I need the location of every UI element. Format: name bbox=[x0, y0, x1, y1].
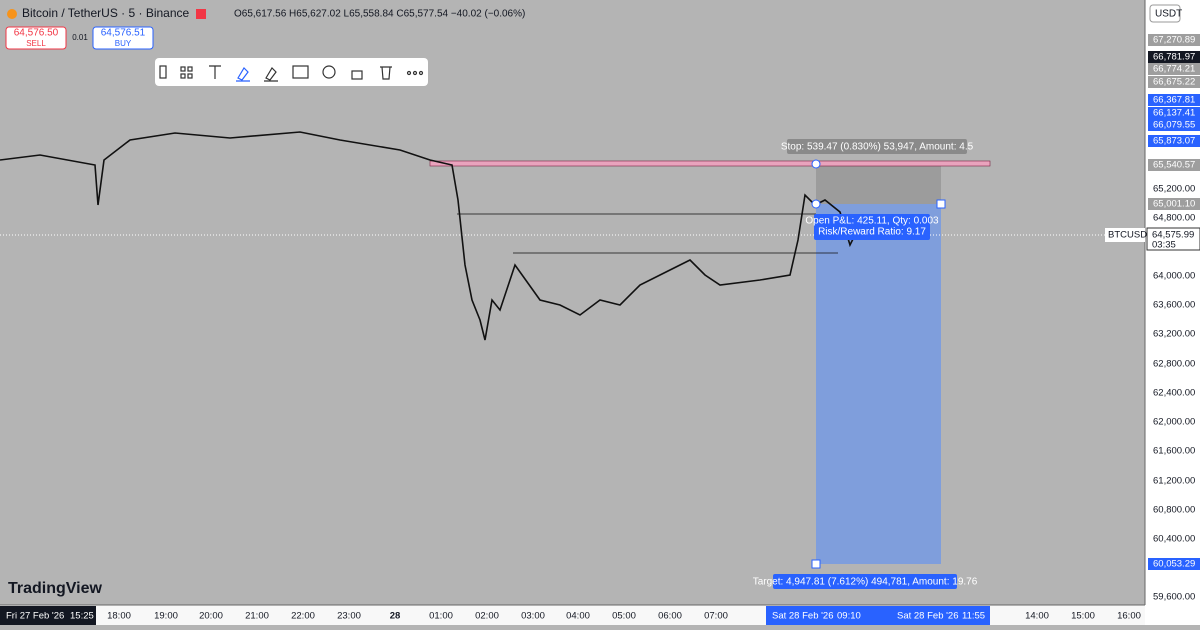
pnl-label-bg bbox=[814, 214, 930, 240]
time-tick: 22:00 bbox=[291, 611, 315, 622]
time-tick: 14:00 bbox=[1025, 611, 1049, 622]
price-marker: 66,367.81 bbox=[1153, 95, 1195, 106]
time-tick: 05:00 bbox=[612, 611, 636, 622]
time-tick: 23:00 bbox=[337, 611, 361, 622]
time-tick: 28 bbox=[390, 611, 401, 622]
handle[interactable] bbox=[811, 199, 821, 209]
start-time: 15:25 bbox=[70, 611, 94, 622]
price-marker-bg bbox=[1148, 34, 1200, 46]
stop-label: Stop: 539.47 (0.830%) 53,947, Amount: 4.… bbox=[781, 142, 974, 153]
exit-date: Sat 28 Feb '26 bbox=[897, 611, 959, 622]
price-marker: 65,540.57 bbox=[1153, 160, 1195, 171]
price-marker-bg bbox=[1148, 135, 1200, 147]
currency: USDT bbox=[1155, 9, 1182, 20]
symbol-icon bbox=[7, 9, 17, 19]
price-marker: 66,079.55 bbox=[1153, 120, 1195, 131]
ohlc: O65,617.56 H65,627.02 L65,558.84 C65,577… bbox=[234, 9, 525, 20]
time-tick: 19:00 bbox=[154, 611, 178, 622]
price-marker-bg bbox=[1148, 94, 1200, 106]
exit-range bbox=[890, 606, 990, 625]
stop-zone bbox=[816, 165, 941, 204]
last-price: 64,575.99 bbox=[1152, 230, 1194, 241]
price-marker-bg bbox=[1148, 119, 1200, 131]
target-label: Target: 4,947.81 (7.612%) 494,781, Amoun… bbox=[753, 577, 978, 588]
time-tick: 18:00 bbox=[107, 611, 131, 622]
symbol: Bitcoin / TetherUS · 5 · Binance bbox=[22, 6, 190, 20]
handle[interactable] bbox=[811, 559, 821, 569]
time-tick: 20:00 bbox=[199, 611, 223, 622]
currency-button[interactable] bbox=[1149, 4, 1181, 23]
price-tick: 62,000.00 bbox=[1153, 417, 1195, 428]
price-marker: 60,053.29 bbox=[1153, 559, 1195, 570]
price-tick: 60,800.00 bbox=[1153, 505, 1195, 516]
price-tick: 61,200.00 bbox=[1153, 476, 1195, 487]
time-tick: 06:00 bbox=[658, 611, 682, 622]
buy-text: BUY bbox=[115, 39, 132, 48]
price-marker: 66,774.21 bbox=[1153, 64, 1195, 75]
entry-time: 09:10 bbox=[837, 611, 861, 622]
start-date: Fri 27 Feb '26 bbox=[6, 611, 64, 622]
sell-price: 64,576.50 bbox=[14, 28, 59, 39]
flag[interactable] bbox=[196, 9, 206, 19]
price-tick: 62,400.00 bbox=[1153, 388, 1195, 399]
target-zone bbox=[816, 204, 941, 564]
time-tick: 07:00 bbox=[704, 611, 728, 622]
pnl-label: Open P&L: 425.11, Qty: 0.003 bbox=[805, 216, 939, 227]
price-tick: 64,000.00 bbox=[1153, 271, 1195, 282]
time-tick: 04:00 bbox=[566, 611, 590, 622]
stop-label-bg bbox=[787, 139, 967, 154]
price-marker: 66,781.97 bbox=[1153, 52, 1195, 63]
price-tick: 63,600.00 bbox=[1153, 300, 1195, 311]
sell-text: SELL bbox=[26, 39, 46, 48]
time-tick: 21:00 bbox=[245, 611, 269, 622]
price-tick: 61,600.00 bbox=[1153, 446, 1195, 457]
price-marker: 66,675.22 bbox=[1153, 77, 1195, 88]
start-tag bbox=[0, 606, 96, 625]
price-candles bbox=[0, 131, 856, 341]
price-marker-bg bbox=[1148, 63, 1200, 75]
price-marker: 67,270.89 bbox=[1153, 35, 1195, 46]
rr-label: Risk/Reward Ratio: 9.17 bbox=[818, 227, 926, 238]
price-marker: 65,873.07 bbox=[1153, 136, 1195, 147]
price-tick: 59,600.00 bbox=[1153, 592, 1195, 603]
symbol-tag: BTCUSDT bbox=[1108, 230, 1153, 241]
time-tick: 15:00 bbox=[1071, 611, 1095, 622]
time-tick: 03:00 bbox=[521, 611, 545, 622]
price-marker: 66,137.41 bbox=[1153, 108, 1195, 119]
entry-date: Sat 28 Feb '26 bbox=[772, 611, 834, 622]
handle[interactable] bbox=[811, 159, 821, 169]
target-label-bg bbox=[773, 574, 957, 589]
price-marker-bg bbox=[1148, 198, 1200, 210]
toolbar-icons[interactable] bbox=[159, 65, 424, 82]
price-tick: 64,800.00 bbox=[1153, 213, 1195, 224]
chart-pane bbox=[0, 0, 1145, 605]
zone-line bbox=[429, 160, 991, 167]
price-marker-bg bbox=[1148, 159, 1200, 171]
sell-button[interactable] bbox=[5, 26, 67, 50]
countdown: 03:35 bbox=[1152, 240, 1176, 251]
time-tick: 16:00 bbox=[1117, 611, 1141, 622]
entry-range bbox=[766, 606, 890, 625]
handle[interactable] bbox=[936, 199, 946, 209]
logo: TradingView bbox=[8, 580, 103, 597]
time-tick: 02:00 bbox=[475, 611, 499, 622]
price-tick: 62,800.00 bbox=[1153, 359, 1195, 370]
exit-time: 11:55 bbox=[962, 611, 985, 622]
price-marker-bg bbox=[1148, 51, 1200, 63]
price-tick: 63,200.00 bbox=[1153, 329, 1195, 340]
price-marker-bg bbox=[1148, 76, 1200, 88]
price-tick: 65,200.00 bbox=[1153, 184, 1195, 195]
spread: 0.01 bbox=[72, 33, 88, 42]
drawing-toolbar bbox=[155, 58, 428, 86]
price-tick: 60,400.00 bbox=[1153, 534, 1195, 545]
buy-price: 64,576.51 bbox=[101, 28, 146, 39]
buy-button[interactable] bbox=[92, 26, 154, 50]
time-tick: 01:00 bbox=[429, 611, 453, 622]
price-marker: 65,001.10 bbox=[1153, 199, 1195, 210]
last-price-bg bbox=[1146, 227, 1200, 251]
price-marker-bg bbox=[1148, 107, 1200, 119]
symbol-tag-bg bbox=[1105, 228, 1145, 242]
price-marker-bg bbox=[1148, 558, 1200, 570]
